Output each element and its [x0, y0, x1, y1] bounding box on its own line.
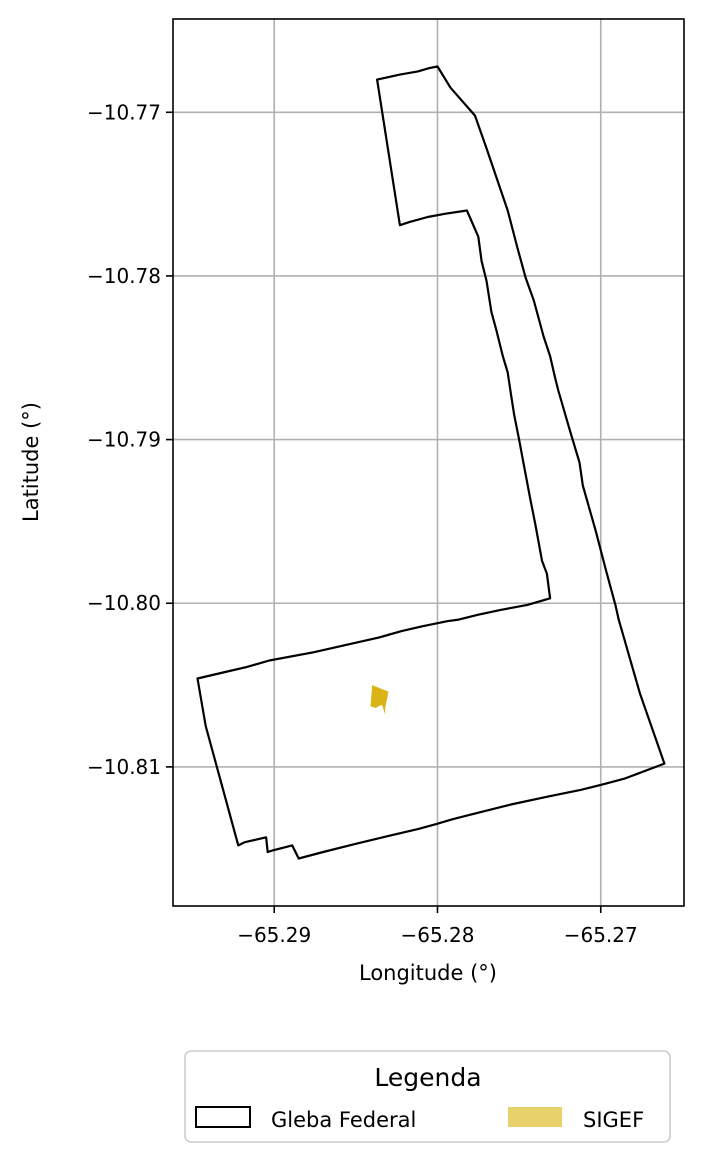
legend-label-gleba-federal: Gleba Federal — [271, 1108, 416, 1132]
x-tick-label: −65.28 — [400, 923, 474, 947]
x-axis-ticks: −65.29 −65.28 −65.27 — [237, 906, 638, 947]
grid-lines — [173, 19, 684, 906]
legend-title: Legenda — [374, 1063, 481, 1092]
y-tick-label: −10.78 — [87, 264, 161, 288]
x-tick-label: −65.29 — [237, 923, 311, 947]
x-tick-label: −65.27 — [564, 923, 638, 947]
y-axis-ticks: −10.77 −10.78 −10.79 −10.80 −10.81 — [87, 100, 173, 779]
y-tick-label: −10.79 — [87, 428, 161, 452]
gleba-federal-polygon — [196, 65, 666, 860]
plot-frame — [172, 18, 685, 907]
legend: Legenda Gleba Federal SIGEF — [184, 1050, 671, 1143]
y-tick-label: −10.77 — [87, 100, 161, 124]
sigef-polygon — [370, 685, 389, 715]
legend-label-sigef: SIGEF — [583, 1108, 644, 1132]
y-tick-label: −10.80 — [87, 591, 161, 615]
y-tick-label: −10.81 — [87, 755, 161, 779]
legend-swatch-gleba-federal — [195, 1106, 251, 1128]
y-axis-label: Latitude (°) — [19, 402, 43, 522]
x-axis-label: Longitude (°) — [359, 961, 497, 985]
legend-swatch-sigef — [508, 1107, 562, 1127]
map-layers — [196, 65, 666, 860]
